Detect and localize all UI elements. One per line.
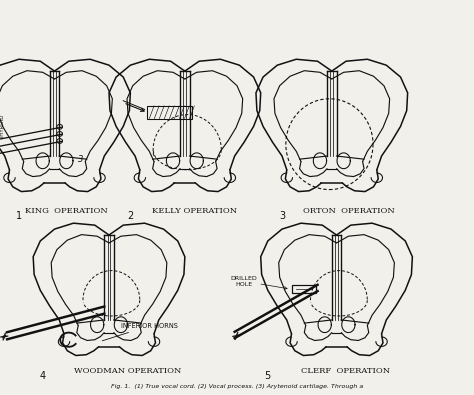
Text: INFERIOR HORNS: INFERIOR HORNS	[102, 323, 178, 341]
Text: 5: 5	[264, 371, 271, 381]
Text: WOODMAN OPERATION: WOODMAN OPERATION	[74, 367, 182, 375]
Text: 3: 3	[279, 211, 285, 221]
Text: 2: 2	[127, 211, 134, 221]
Text: Fig. 1.  (1) True vocal cord. (2) Vocal process. (3) Arytenoid cartilage. Throug: Fig. 1. (1) True vocal cord. (2) Vocal p…	[111, 384, 363, 389]
FancyBboxPatch shape	[292, 285, 316, 293]
FancyBboxPatch shape	[147, 106, 192, 118]
Text: 4: 4	[40, 371, 46, 381]
Text: CLERF  OPERATION: CLERF OPERATION	[301, 367, 391, 375]
Text: 1: 1	[16, 211, 22, 221]
Text: THYROID: THYROID	[0, 114, 5, 139]
Text: 3: 3	[78, 155, 83, 164]
Text: ORTON  OPERATION: ORTON OPERATION	[302, 207, 394, 215]
Text: DRILLED
HOLE: DRILLED HOLE	[231, 276, 257, 287]
Text: KELLY OPERATION: KELLY OPERATION	[152, 207, 237, 215]
Text: KING  OPERATION: KING OPERATION	[25, 207, 108, 215]
